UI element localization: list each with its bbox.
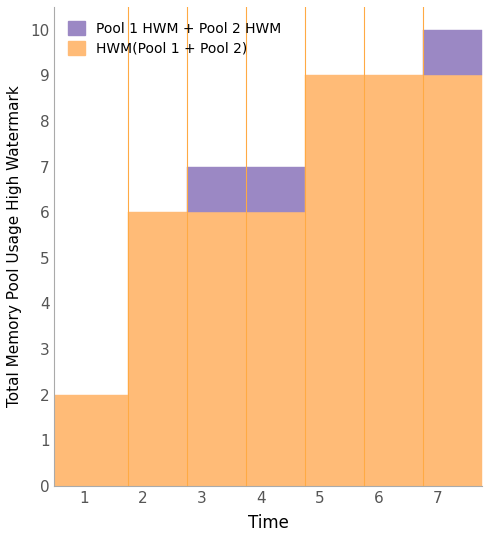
- Legend: Pool 1 HWM + Pool 2 HWM, HWM(Pool 1 + Pool 2): Pool 1 HWM + Pool 2 HWM, HWM(Pool 1 + Po…: [61, 14, 287, 63]
- Y-axis label: Total Memory Pool Usage High Watermark: Total Memory Pool Usage High Watermark: [7, 86, 22, 407]
- X-axis label: Time: Time: [247, 514, 288, 532]
